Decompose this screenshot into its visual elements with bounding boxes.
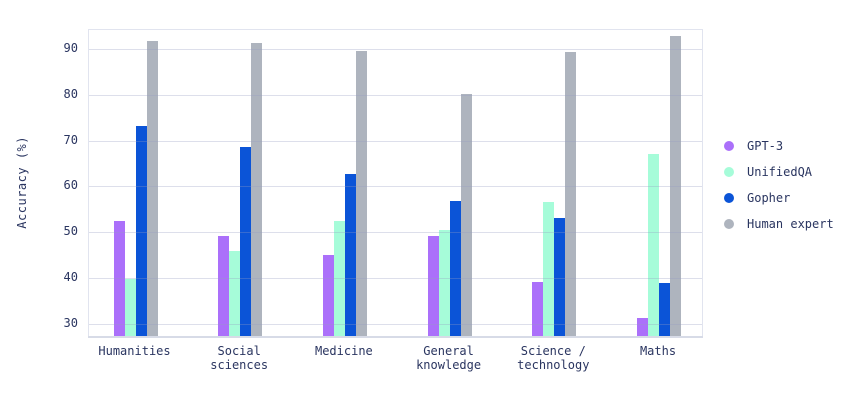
bar-gpt-3-maths <box>637 317 648 336</box>
legend-item-gopher[interactable]: Gopher <box>724 185 834 211</box>
legend-dot-gpt-3 <box>724 141 734 151</box>
bar-unifiedqa-social-sciences <box>229 250 241 336</box>
plot-area <box>88 29 703 336</box>
legend-dot-human-expert <box>724 219 734 229</box>
bar-human-expert-medicine <box>355 50 367 336</box>
x-label-medicine: Medicine <box>314 344 373 358</box>
bar-unifiedqa-medicine <box>333 220 345 336</box>
bar-gopher-medicine <box>344 174 356 336</box>
bar-gopher-maths <box>659 283 670 336</box>
gridline-y-40 <box>89 277 702 279</box>
x-label-social-sciences: Social sciences <box>210 344 269 372</box>
legend-item-human-expert[interactable]: Human expert <box>724 211 834 237</box>
x-label-general-knowledge: General knowledge <box>416 344 482 372</box>
bar-gpt-3-general-knowledge <box>427 235 439 336</box>
bar-gopher-general-knowledge <box>449 200 461 336</box>
legend-label-gpt-3: GPT-3 <box>747 139 784 153</box>
gridline-y-70 <box>89 140 702 142</box>
y-tick-label-60: 60 <box>63 178 78 193</box>
bar-gopher-humanities <box>135 126 147 336</box>
y-tick-label-90: 90 <box>63 41 78 56</box>
bar-human-expert-humanities <box>146 40 158 336</box>
gridline-y-80 <box>89 94 702 96</box>
gridline-y-30 <box>89 323 702 325</box>
gridline-y-90 <box>89 49 702 51</box>
bar-gopher-social-sciences <box>240 146 252 336</box>
bar-gpt-3-social-sciences <box>218 235 230 336</box>
bar-gpt-3-humanities <box>113 220 125 336</box>
y-tick-label-30: 30 <box>63 315 78 330</box>
legend: GPT-3 UnifiedQA Gopher Human expert <box>724 133 834 237</box>
bar-human-expert-general-knowledge <box>460 93 472 336</box>
bar-gpt-3-medicine <box>322 255 334 336</box>
bar-human-expert-maths <box>670 35 681 336</box>
x-label-humanities: Humanities <box>98 344 171 358</box>
legend-label-human-expert: Human expert <box>747 217 834 231</box>
bar-human-expert-social-sciences <box>251 43 263 336</box>
legend-dot-unifiedqa <box>724 167 734 177</box>
y-tick-label-80: 80 <box>63 86 78 101</box>
legend-dot-gopher <box>724 193 734 203</box>
bar-human-expert-science-technology <box>565 52 577 336</box>
bar-unifiedqa-maths <box>648 153 659 336</box>
y-tick-label-40: 40 <box>63 269 78 284</box>
x-label-maths: Maths <box>639 344 677 358</box>
bar-unifiedqa-general-knowledge <box>438 230 450 336</box>
y-tick-label-50: 50 <box>63 224 78 239</box>
x-label-science-technology: Science / technology <box>517 344 590 372</box>
legend-item-unifiedqa[interactable]: UnifiedQA <box>724 159 834 185</box>
y-tick-label-70: 70 <box>63 132 78 147</box>
bar-gopher-science-technology <box>554 217 566 336</box>
legend-item-gpt-3[interactable]: GPT-3 <box>724 133 834 159</box>
legend-label-gopher: Gopher <box>747 191 791 205</box>
bar-unifiedqa-science-technology <box>543 202 555 336</box>
legend-label-unifiedqa: UnifiedQA <box>747 165 813 179</box>
gridline-y-60 <box>89 186 702 188</box>
gridline-y-50 <box>89 232 702 234</box>
x-axis-line <box>88 336 703 338</box>
bar-gpt-3-science-technology <box>532 282 544 336</box>
bar-unifiedqa-humanities <box>124 279 136 336</box>
